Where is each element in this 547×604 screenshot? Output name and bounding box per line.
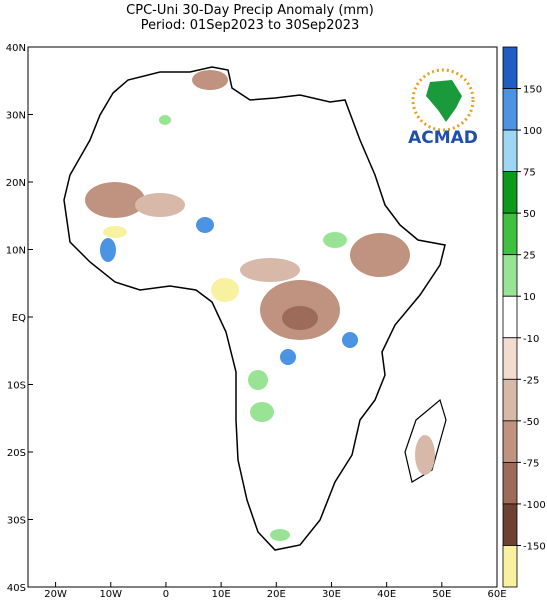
wet-area <box>100 238 116 262</box>
colorbar-segment <box>502 212 518 256</box>
colorbar-segment <box>502 503 518 546</box>
dry-area <box>135 193 185 217</box>
continent <box>63 66 446 551</box>
subtitle: Period: 01Sep2023 to 30Sep2023 <box>141 18 360 33</box>
dry-area <box>211 278 239 302</box>
wet-area <box>248 370 268 390</box>
y-tick-label: 30N <box>6 111 26 122</box>
x-tick-label: 10E <box>212 589 231 600</box>
colorbar-label: -150 <box>523 541 546 552</box>
dry-area <box>282 306 318 330</box>
dry-area <box>85 182 145 218</box>
colorbar-segment <box>502 545 518 588</box>
wet-area <box>280 349 296 365</box>
dry-area <box>192 70 228 90</box>
colorbar-segment <box>502 129 518 173</box>
wet-area <box>270 529 290 541</box>
logo-ring <box>411 68 475 132</box>
logo-africa <box>426 80 462 122</box>
acmad-logo: ACMAD <box>408 68 478 148</box>
dry-area <box>240 258 300 282</box>
y-tick-label: 10S <box>7 381 26 392</box>
colorbar-label: -10 <box>523 334 539 345</box>
y-tick-label: 30S <box>7 516 26 527</box>
x-tick-label: 0 <box>163 589 169 600</box>
colorbar-label: 10 <box>523 292 536 303</box>
title: CPC-Uni 30-Day Precip Anomaly (mm) <box>126 3 374 18</box>
y-tick-label: 20N <box>6 178 26 189</box>
dry-area <box>350 233 410 277</box>
dry-area <box>415 435 435 475</box>
colorbar-segment <box>502 378 518 422</box>
y-tick-label: 40N <box>6 43 26 54</box>
colorbar-label: 75 <box>523 168 536 179</box>
wet-area <box>323 232 347 248</box>
x-tick-label: 50E <box>432 589 451 600</box>
wet-area <box>159 115 171 125</box>
africa <box>63 66 447 551</box>
colorbar-label: -100 <box>523 500 546 511</box>
colorbar-label: 150 <box>523 85 542 96</box>
x-tick-label: 20E <box>267 589 286 600</box>
colorbar-label: -75 <box>523 458 539 469</box>
y-tick-label: 10N <box>6 246 26 257</box>
y-tick-label: 20S <box>7 448 26 459</box>
wet-area <box>250 402 274 422</box>
colorbar-segment <box>502 420 518 463</box>
anomaly-areas <box>85 70 435 541</box>
wet-area <box>196 217 214 233</box>
y-tick-label: 40S <box>7 583 26 594</box>
colorbar-label: 50 <box>523 209 536 220</box>
dry-area <box>103 226 127 238</box>
logo-text: ACMAD <box>408 128 478 148</box>
x-tick-label: 60E <box>487 589 506 600</box>
colorbar-segment <box>502 461 518 505</box>
x-tick-label: 10W <box>99 589 122 600</box>
colorbar-segment <box>502 171 518 214</box>
colorbar-segment <box>502 88 518 131</box>
y-tick-label: EQ <box>12 313 26 324</box>
colorbar-label: 25 <box>523 251 536 262</box>
x-tick-label: 20W <box>44 589 67 600</box>
colorbar-label: -25 <box>523 375 539 386</box>
colorbar-segment <box>502 337 518 380</box>
colorbar-segment <box>502 295 518 339</box>
colorbar-label: -50 <box>523 417 539 428</box>
colorbar-segment <box>502 254 518 297</box>
x-tick-label: 40E <box>377 589 396 600</box>
wet-area <box>342 332 358 348</box>
colorbar-segment <box>502 46 518 89</box>
x-tick-label: 30E <box>322 589 341 600</box>
colorbar-label: 100 <box>523 126 542 137</box>
